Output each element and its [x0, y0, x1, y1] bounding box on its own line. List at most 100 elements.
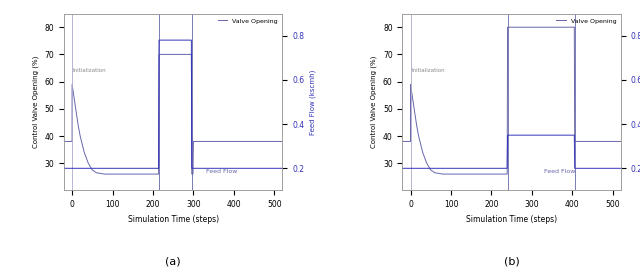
Valve Opening: [88, 168, 96, 172]
Valve Opening: [116, 172, 124, 176]
Valve Opening: [536, 26, 544, 29]
Valve Opening: [188, 172, 196, 176]
Valve Opening: [455, 172, 463, 176]
Valve Opening: [411, 110, 419, 113]
Valve Opening: [198, 140, 205, 143]
Valve Opening: [68, 140, 76, 143]
Feed Flow: [60, 167, 68, 170]
Valve Opening: [568, 26, 576, 29]
Valve Opening: [81, 151, 88, 154]
Feed Flow: [503, 167, 511, 170]
Valve Opening: [72, 110, 80, 113]
Text: Initialization: Initialization: [73, 68, 106, 73]
Feed Flow: [399, 167, 406, 170]
Line: Valve Opening: Valve Opening: [64, 54, 282, 174]
Text: Feed Flow: Feed Flow: [205, 169, 237, 174]
X-axis label: Simulation Time (steps): Simulation Time (steps): [127, 215, 219, 224]
Valve Opening: [189, 172, 197, 176]
Feed Flow: [504, 134, 511, 137]
Valve Opening: [495, 172, 503, 176]
Feed Flow: [278, 167, 286, 170]
Feed Flow: [188, 167, 196, 170]
Valve Opening: [191, 140, 199, 143]
Valve Opening: [186, 53, 193, 56]
Valve Opening: [109, 172, 116, 176]
Text: (b): (b): [504, 257, 520, 267]
Valve Opening: [278, 140, 286, 143]
Feed Flow: [188, 39, 195, 42]
Valve Opening: [189, 172, 196, 176]
Feed Flow: [571, 167, 579, 170]
Valve Opening: [570, 26, 578, 29]
Valve Opening: [60, 140, 68, 143]
Valve Opening: [577, 140, 584, 143]
Valve Opening: [415, 134, 422, 138]
Valve Opening: [189, 140, 197, 143]
Y-axis label: Control Valve Opening (%): Control Valve Opening (%): [371, 56, 378, 148]
Valve Opening: [406, 83, 414, 86]
Text: Feed Flow: Feed Flow: [544, 169, 575, 174]
Valve Opening: [472, 172, 479, 176]
Valve Opening: [408, 91, 415, 94]
Valve Opening: [609, 140, 616, 143]
Text: Initialization: Initialization: [412, 68, 445, 73]
Valve Opening: [463, 172, 471, 176]
Valve Opening: [190, 140, 198, 143]
Valve Opening: [187, 53, 195, 56]
Valve Opening: [188, 53, 195, 56]
Valve Opening: [399, 140, 406, 143]
Text: (a): (a): [165, 257, 181, 267]
Valve Opening: [413, 123, 420, 127]
Valve Opening: [409, 99, 417, 102]
Line: Feed Flow: Feed Flow: [64, 40, 282, 168]
Valve Opening: [447, 172, 455, 176]
Feed Flow: [155, 39, 163, 42]
Feed Flow: [617, 167, 625, 170]
Valve Opening: [210, 140, 218, 143]
Valve Opening: [589, 140, 596, 143]
X-axis label: Simulation Time (steps): Simulation Time (steps): [466, 215, 557, 224]
Valve Opening: [250, 140, 258, 143]
Valve Opening: [570, 26, 578, 29]
Feed Flow: [570, 134, 578, 137]
Valve Opening: [74, 123, 82, 127]
Valve Opening: [504, 26, 511, 29]
Valve Opening: [188, 172, 196, 176]
Valve Opening: [141, 172, 148, 176]
Valve Opening: [561, 26, 568, 29]
Y-axis label: Feed Flow (kscmh): Feed Flow (kscmh): [310, 69, 316, 135]
Valve Opening: [423, 162, 431, 165]
Valve Opening: [100, 172, 108, 176]
Valve Opening: [572, 140, 579, 143]
Line: Valve Opening: Valve Opening: [403, 27, 621, 174]
Valve Opening: [68, 83, 76, 86]
Valve Opening: [70, 99, 78, 102]
Valve Opening: [504, 26, 512, 29]
Valve Opening: [156, 53, 164, 56]
Valve Opening: [427, 168, 435, 172]
Valve Opening: [230, 140, 237, 143]
Valve Opening: [76, 134, 84, 138]
Valve Opening: [571, 140, 579, 143]
Valve Opening: [439, 172, 447, 176]
Valve Opening: [133, 172, 141, 176]
Valve Opening: [544, 26, 552, 29]
Valve Opening: [156, 53, 164, 56]
Valve Opening: [70, 91, 77, 94]
Valve Opening: [271, 140, 278, 143]
Valve Opening: [419, 151, 426, 154]
Valve Opening: [431, 171, 438, 174]
Valve Opening: [479, 172, 487, 176]
Valve Opening: [93, 171, 100, 174]
Valve Opening: [155, 53, 163, 56]
Y-axis label: Control Valve Opening (%): Control Valve Opening (%): [33, 56, 39, 148]
Valve Opening: [406, 140, 414, 143]
Valve Opening: [488, 172, 495, 176]
Valve Opening: [520, 26, 527, 29]
Line: Feed Flow: Feed Flow: [403, 135, 621, 168]
Valve Opening: [155, 172, 163, 176]
Valve Opening: [84, 162, 92, 165]
Legend: Valve Opening: Valve Opening: [555, 17, 618, 25]
Valve Opening: [528, 26, 536, 29]
Valve Opening: [156, 53, 163, 56]
